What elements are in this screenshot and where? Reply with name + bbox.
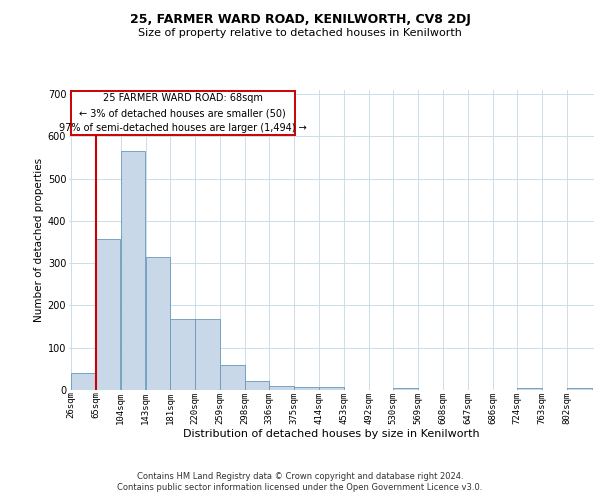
Text: Contains HM Land Registry data © Crown copyright and database right 2024.: Contains HM Land Registry data © Crown c… xyxy=(137,472,463,481)
Bar xyxy=(220,364,245,390)
Bar xyxy=(170,320,194,390)
Y-axis label: Number of detached properties: Number of detached properties xyxy=(34,158,44,322)
Text: 25 FARMER WARD ROAD: 68sqm
← 3% of detached houses are smaller (50)
97% of semi-: 25 FARMER WARD ROAD: 68sqm ← 3% of detac… xyxy=(59,93,307,133)
Bar xyxy=(245,380,269,390)
Bar xyxy=(195,320,220,390)
Bar xyxy=(294,386,319,390)
Bar xyxy=(269,386,294,390)
Bar xyxy=(121,152,145,390)
Bar xyxy=(517,388,542,390)
Text: Contains public sector information licensed under the Open Government Licence v3: Contains public sector information licen… xyxy=(118,484,482,492)
X-axis label: Distribution of detached houses by size in Kenilworth: Distribution of detached houses by size … xyxy=(183,429,480,439)
Bar xyxy=(71,373,95,390)
Bar xyxy=(567,388,592,390)
FancyBboxPatch shape xyxy=(71,91,295,135)
Bar xyxy=(146,257,170,390)
Text: Size of property relative to detached houses in Kenilworth: Size of property relative to detached ho… xyxy=(138,28,462,38)
Text: 25, FARMER WARD ROAD, KENILWORTH, CV8 2DJ: 25, FARMER WARD ROAD, KENILWORTH, CV8 2D… xyxy=(130,12,470,26)
Bar xyxy=(319,388,344,390)
Bar xyxy=(96,238,121,390)
Bar xyxy=(393,388,418,390)
